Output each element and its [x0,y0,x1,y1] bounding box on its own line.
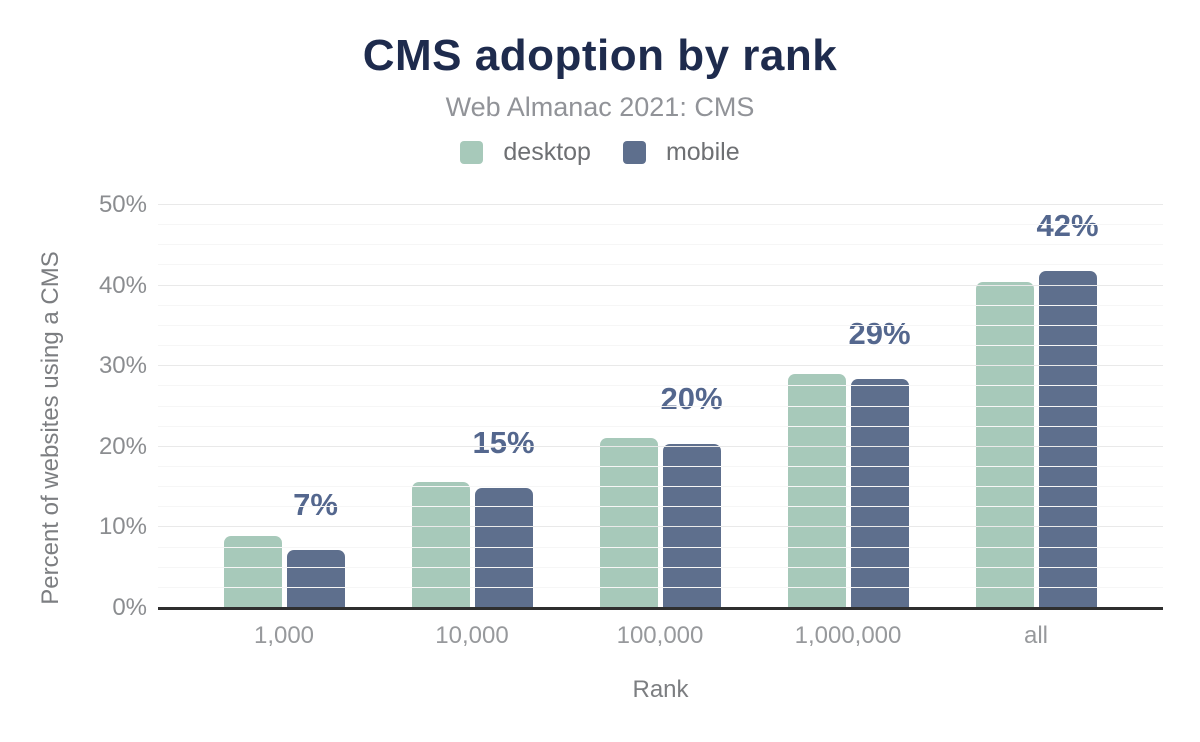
legend-item-desktop[interactable]: desktop [460,138,591,167]
plot-area: 7% 1,000 15% 10,000 20% 100,000 29% 1,000,000 42… [99,193,1163,649]
gridline-minor-42.5 [158,264,1163,266]
bar-mobile-100000 [662,444,721,608]
legend-item-mobile[interactable]: mobile [622,138,740,167]
bar-group-all: 42% all [942,205,1130,649]
bar-desktop-1000000 [787,374,846,608]
gridline-minor-17.5 [158,465,1163,467]
gridline-minor-22.5 [158,425,1163,427]
gridline-minor-7.5 [158,546,1163,548]
y-tick-40pct: 40% [98,271,147,299]
y-tick-20pct: 20% [98,432,147,460]
gridline-minor-47.5 [158,224,1163,226]
gridline-minor-2.5 [158,586,1163,588]
bar-mobile-1000 [286,549,345,608]
bar-desktop-all [975,282,1034,608]
y-tick-50pct: 50% [98,191,147,218]
gridline-minor-35 [158,324,1163,326]
bar-mobile-1000000 [850,379,909,608]
desktop-series-swatch-icon [460,141,484,164]
x-axis-line [158,607,1163,610]
mobile-series-swatch-icon [622,141,646,164]
bar-group-1000: 7% 1,000 [190,205,378,649]
chart-title: CMS adoption by rank [362,31,838,80]
data-label-100000: 20% [660,381,723,417]
y-axis-title: Percent of websites using a CMS [37,251,64,605]
y-tick-30pct: 30% [98,352,147,380]
x-tick-10000: 10,000 [435,622,509,649]
x-tick-all: all [1023,622,1048,649]
legend-label-desktop: desktop [503,138,591,166]
y-tick-0pct: 0% [112,594,147,621]
y-tick-10pct: 10% [98,513,147,541]
x-tick-1000: 1,000 [253,622,315,649]
legend-label-mobile: mobile [665,138,740,166]
legend: desktop mobile [0,138,1200,167]
bar-desktop-10000 [411,482,470,608]
gridline-minor-25 [158,405,1163,407]
bar-mobile-10000 [474,487,533,608]
gridline-minor-45 [158,244,1163,246]
gridline-minor-27.5 [158,385,1163,387]
x-tick-1000000: 1,000,000 [794,622,902,649]
gridline-minor-37.5 [158,304,1163,306]
gridline-major-10 [158,526,1163,528]
bar-desktop-100000 [599,437,658,608]
x-axis-title: Rank [632,676,689,703]
chart-subtitle: Web Almanac 2021: CMS [445,92,755,122]
x-tick-100000: 100,000 [616,622,704,649]
data-label-1000: 7% [293,486,338,522]
gridline-minor-32.5 [158,345,1163,347]
data-label-10000: 15% [472,424,535,460]
data-label-all: 42% [1036,208,1099,244]
gridline-minor-15 [158,486,1163,488]
gridline-major-30 [158,365,1163,367]
bar-group-1000000: 29% 1,000,000 [754,205,942,649]
gridline-minor-5 [158,566,1163,568]
bar-desktop-1000 [223,536,282,608]
bar-mobile-all [1038,271,1097,608]
gridline-major-20 [158,445,1163,447]
gridline-major-40 [158,284,1163,286]
data-label-1000000: 29% [848,316,911,352]
gridline-major-50 [158,204,1163,205]
gridline-minor-12.5 [158,506,1163,508]
